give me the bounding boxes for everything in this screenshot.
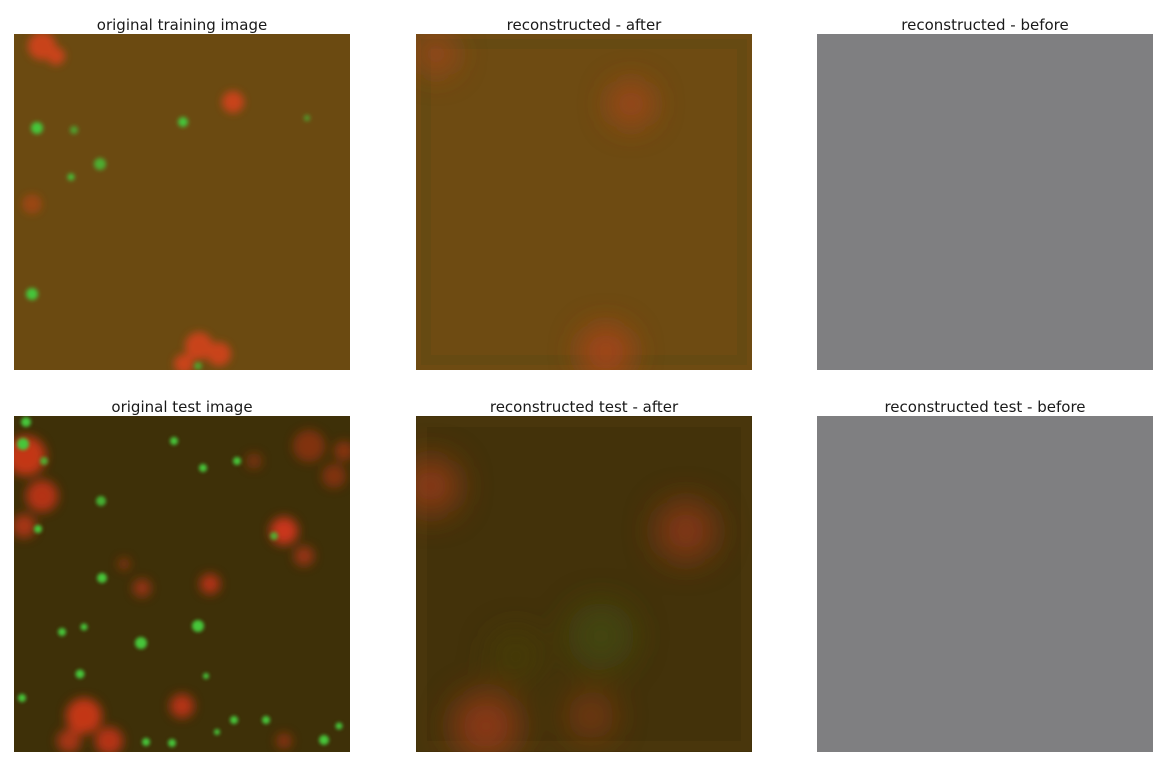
panel-title: original test image [111,398,253,416]
reconstructed-test-before-image [817,416,1153,752]
panel-original-training: original training image [14,14,350,370]
panel-reconstructed-test-after: reconstructed test - after [416,396,752,752]
panel-reconstructed-test-before: reconstructed test - before [817,396,1153,752]
reconstructed-after-image [416,34,752,370]
reconstructed-before-image [817,34,1153,370]
original-training-image [14,34,350,370]
reconstructed-test-after-image [416,416,752,752]
panel-reconstructed-after: reconstructed - after [416,14,752,370]
original-test-image [14,416,350,752]
panel-title: reconstructed - after [506,16,662,34]
panel-title: reconstructed test - after [489,398,679,416]
panel-title: reconstructed test - before [884,398,1086,416]
panel-title: reconstructed - before [901,16,1069,34]
panel-reconstructed-before: reconstructed - before [817,14,1153,370]
panel-original-test: original test image [14,396,350,752]
panel-title: original training image [96,16,268,34]
